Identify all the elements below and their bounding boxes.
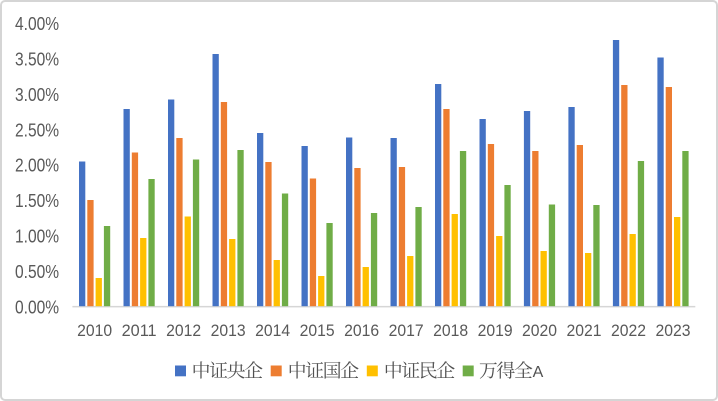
svg-text:2013: 2013 [211, 322, 246, 340]
svg-text:3.50%: 3.50% [15, 50, 59, 70]
svg-text:2023: 2023 [656, 322, 691, 340]
svg-text:1.00%: 1.00% [15, 227, 59, 247]
svg-text:2011: 2011 [122, 322, 157, 340]
svg-text:A: A [533, 364, 544, 381]
svg-text:3.00%: 3.00% [15, 85, 59, 105]
svg-text:4.00%: 4.00% [15, 14, 59, 34]
svg-text:0.50%: 0.50% [15, 262, 59, 282]
svg-text:2014: 2014 [255, 322, 290, 340]
svg-text:2019: 2019 [478, 322, 513, 340]
svg-text:2017: 2017 [389, 322, 424, 340]
svg-text:2012: 2012 [166, 322, 201, 340]
svg-text:2.00%: 2.00% [15, 156, 59, 176]
svg-text:2021: 2021 [567, 322, 602, 340]
svg-text:2.50%: 2.50% [15, 120, 59, 140]
svg-text:2020: 2020 [522, 322, 557, 340]
svg-text:1.50%: 1.50% [15, 191, 59, 211]
svg-text:2010: 2010 [77, 322, 112, 340]
svg-text:2016: 2016 [344, 322, 379, 340]
svg-text:2015: 2015 [300, 322, 335, 340]
svg-text:2022: 2022 [611, 322, 646, 340]
svg-text:0.00%: 0.00% [15, 297, 59, 317]
svg-text:2018: 2018 [433, 322, 468, 340]
